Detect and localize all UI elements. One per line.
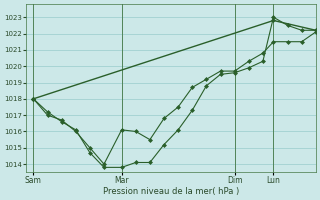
X-axis label: Pression niveau de la mer( hPa ): Pression niveau de la mer( hPa ) bbox=[103, 187, 239, 196]
